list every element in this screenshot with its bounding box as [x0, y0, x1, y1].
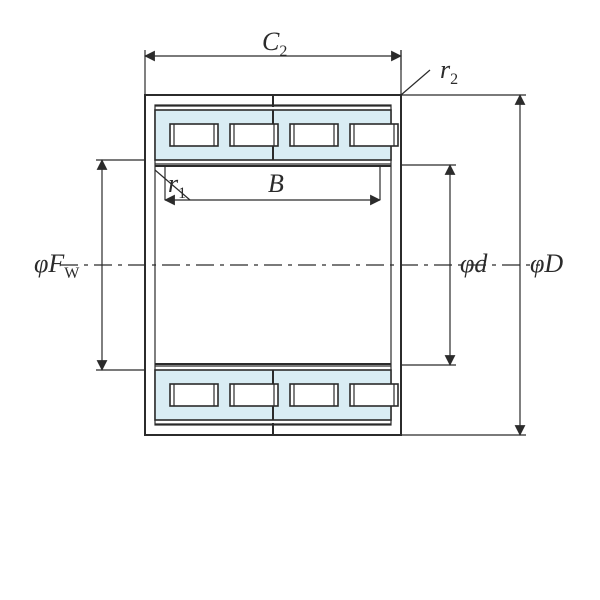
label-D: φD — [530, 249, 563, 278]
label-C2: C2 — [262, 27, 287, 60]
label-r2: r2 — [440, 55, 458, 88]
label-d: φd — [460, 249, 488, 278]
label-B: B — [268, 169, 284, 198]
label-Fw: φFW — [34, 249, 80, 282]
label-r1: r1 — [168, 169, 186, 202]
bearing-diagram: C2 r2 r1 BφFW φd φD — [0, 0, 600, 600]
